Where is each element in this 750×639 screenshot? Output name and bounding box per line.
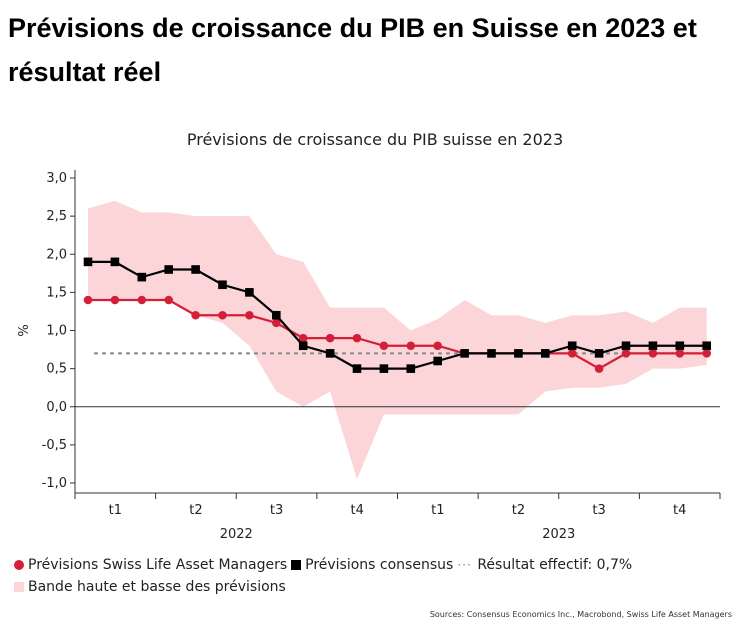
swiss-life-point xyxy=(648,349,658,358)
consensus-point xyxy=(137,272,147,282)
y-tick-label: 1,0 xyxy=(46,324,67,339)
consensus-point xyxy=(514,349,523,358)
x-quarter-label: t4 xyxy=(351,503,364,518)
sources-note: Sources: Consensus Economics Inc., Macro… xyxy=(429,610,732,619)
y-tick-label: 3,0 xyxy=(46,171,67,186)
consensus-point xyxy=(621,341,631,351)
y-tick-label: 0,5 xyxy=(46,362,67,377)
headline: Prévisions de croissance du PIB en Suiss… xyxy=(8,13,697,87)
red-dot-icon xyxy=(14,560,24,570)
legend-label-consensus: Prévisions consensus xyxy=(305,557,454,573)
x-quarter-label: t4 xyxy=(673,503,686,518)
consensus-point xyxy=(325,349,335,358)
series-layer xyxy=(83,257,711,373)
swiss-life-point xyxy=(594,364,604,373)
consensus-line xyxy=(88,260,707,370)
swiss-life-line xyxy=(88,298,707,370)
swiss-life-point xyxy=(272,318,281,328)
legend-row-2: Bande haute et basse des prévisions xyxy=(14,576,744,598)
x-quarter-label: t1 xyxy=(431,503,444,518)
x-quarter-label: t1 xyxy=(109,503,122,518)
x-quarter-label: t2 xyxy=(189,503,202,518)
legend-label-actual: Résultat effectif: 0,7% xyxy=(477,557,633,573)
swiss-life-point xyxy=(191,310,200,320)
x-year-label: 2023 xyxy=(542,527,575,542)
consensus-point xyxy=(460,349,469,358)
forecast-band-layer xyxy=(88,200,707,480)
consensus-point xyxy=(541,349,550,358)
consensus-point xyxy=(110,257,120,267)
consensus-point xyxy=(298,341,308,351)
consensus-point xyxy=(594,349,604,358)
swiss-life-point xyxy=(164,295,173,305)
y-tick-label: -1,0 xyxy=(42,476,67,491)
swiss-life-point xyxy=(621,349,631,358)
axis-layer xyxy=(70,170,721,499)
x-quarter-label: t3 xyxy=(592,503,605,518)
swiss-life-point xyxy=(567,349,577,358)
consensus-point xyxy=(272,310,281,320)
swiss-life-point xyxy=(433,341,443,351)
legend-item-band: Bande haute et basse des prévisions xyxy=(14,579,286,595)
black-square-icon xyxy=(291,560,302,570)
y-tick-label: 1,5 xyxy=(46,285,67,300)
legend-item-swiss-life: Prévisions Swiss Life Asset Managers xyxy=(14,557,287,573)
forecast-band-area xyxy=(88,200,707,480)
consensus-point xyxy=(702,341,711,351)
consensus-point xyxy=(487,349,496,358)
pink-band-icon xyxy=(14,582,24,592)
label-layer: 3,0 2,5 2,0 1,5 1,0 0,5 0,0 -0,5 -1,0% t1 t2 t3 t4 t1… xyxy=(17,171,686,542)
chart-title: Prévisions de croissance du PIB suisse e… xyxy=(186,130,564,149)
swiss-life-point xyxy=(702,349,711,358)
legend-row-1: Prévisions Swiss Life Asset Managers Pré… xyxy=(14,554,744,576)
y-tick-label: 2,5 xyxy=(46,209,67,224)
legend-label-swiss-life: Prévisions Swiss Life Asset Managers xyxy=(28,557,288,573)
y-tick-label: -0,5 xyxy=(42,438,67,453)
consensus-point xyxy=(352,364,362,373)
consensus-point xyxy=(406,364,416,373)
consensus-point xyxy=(218,280,227,290)
swiss-life-point xyxy=(325,333,335,343)
swiss-life-point xyxy=(110,295,120,305)
dotted-line-icon: ··· xyxy=(457,558,472,572)
consensus-point xyxy=(164,265,173,274)
x-year-label: 2022 xyxy=(220,527,253,542)
consensus-point xyxy=(191,265,200,274)
swiss-life-point xyxy=(406,341,416,351)
legend-label-band: Bande haute et basse des prévisions xyxy=(28,579,286,595)
y-tick-label: 2,0 xyxy=(46,247,67,262)
x-quarter-label: t2 xyxy=(512,503,525,518)
legend-item-consensus: Prévisions consensus xyxy=(291,557,453,573)
y-tick-label: 0,0 xyxy=(46,400,67,415)
swiss-life-point xyxy=(379,341,389,351)
consensus-point xyxy=(675,341,685,351)
x-quarter-label: t3 xyxy=(270,503,283,518)
consensus-point xyxy=(245,288,254,297)
swiss-life-point xyxy=(245,310,254,320)
legend: Prévisions Swiss Life Asset Managers Pré… xyxy=(14,554,744,598)
swiss-life-point xyxy=(218,310,227,320)
swiss-life-point xyxy=(298,333,308,343)
consensus-point xyxy=(379,364,389,373)
consensus-point xyxy=(433,356,442,366)
consensus-point xyxy=(567,341,577,351)
swiss-life-point xyxy=(137,295,147,305)
consensus-point xyxy=(83,257,93,267)
swiss-life-point xyxy=(83,295,93,305)
y-axis-label: % xyxy=(17,324,32,336)
swiss-life-point xyxy=(675,349,685,358)
consensus-point xyxy=(648,341,658,351)
swiss-life-point xyxy=(352,333,362,343)
legend-item-actual: ··· Résultat effectif: 0,7% xyxy=(457,557,632,573)
